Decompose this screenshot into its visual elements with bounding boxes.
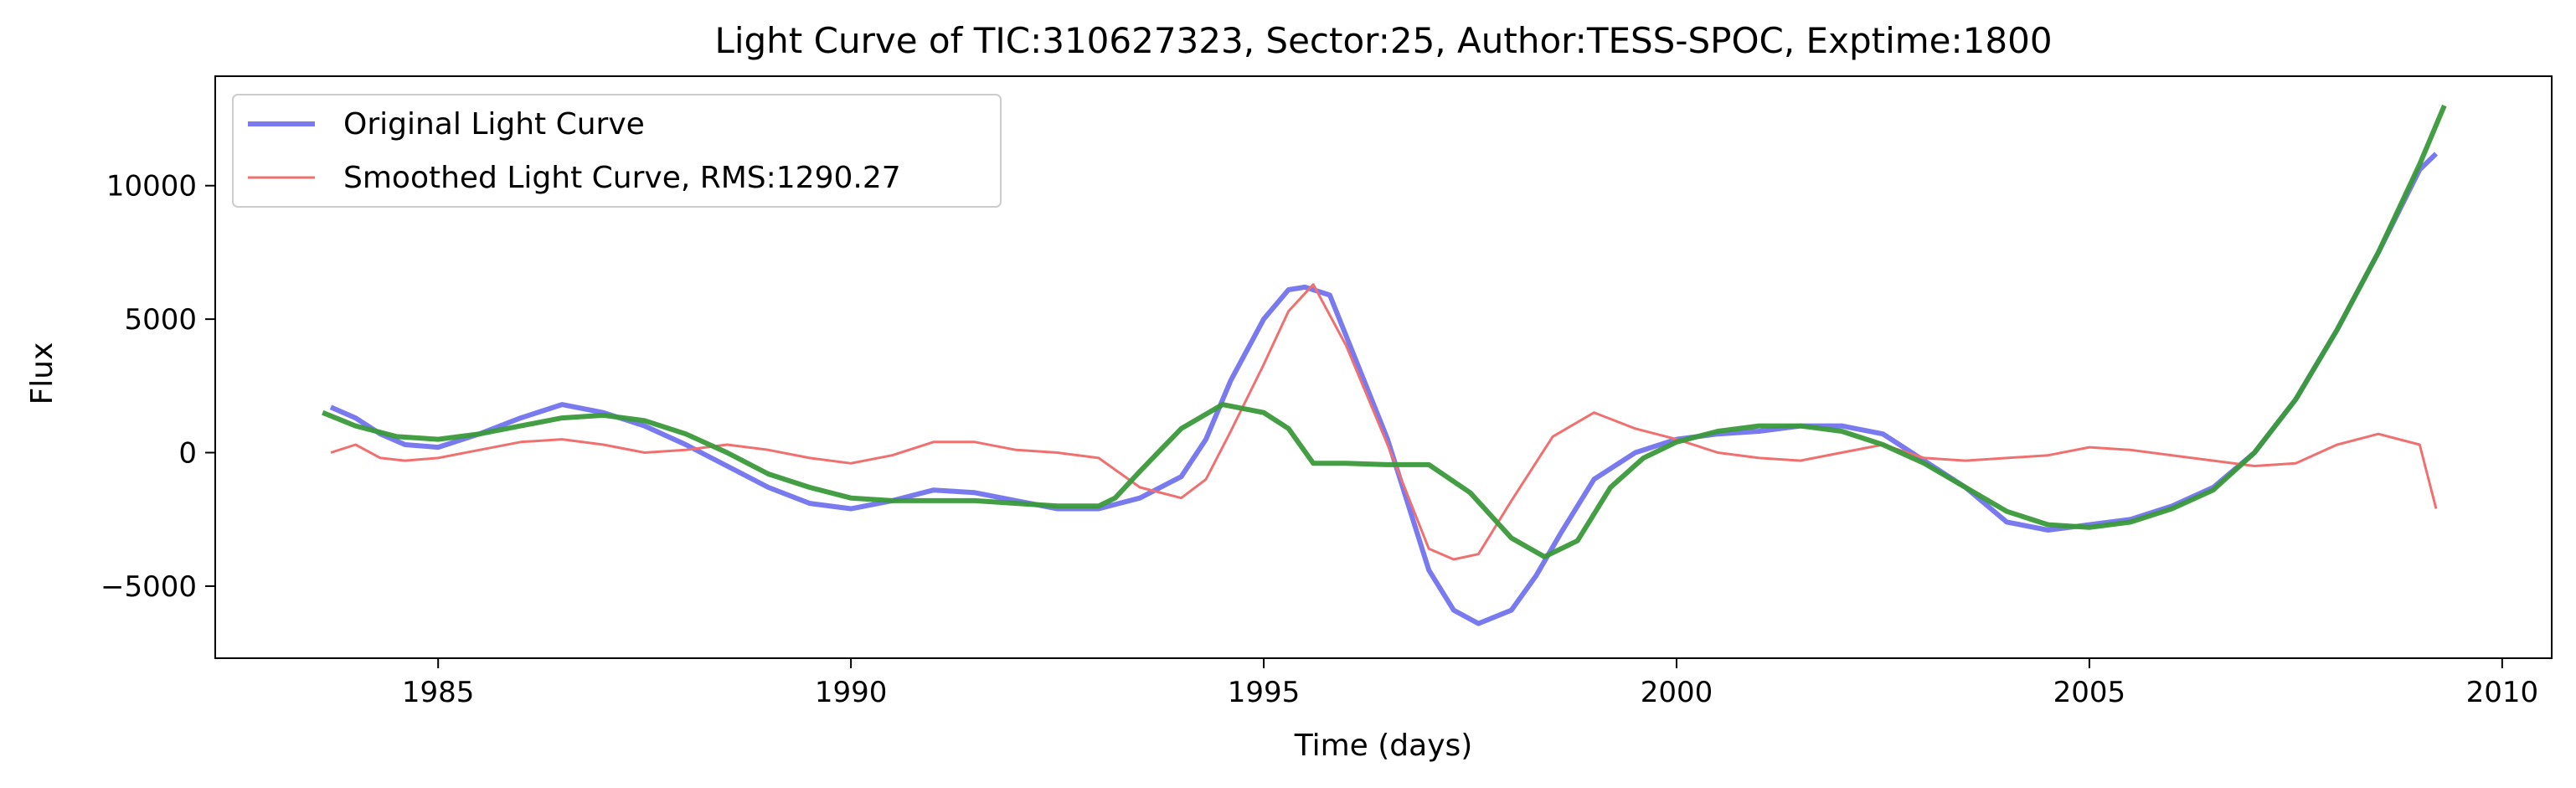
y-axis: −5000 0 5000 10000 [100,170,215,604]
series-line-0 [329,152,2439,626]
x-tick-label: 2010 [2466,676,2539,709]
series-layer [322,104,2447,626]
x-axis: 1985 1990 1995 2000 2005 2010 [402,658,2538,709]
y-tick-label: 0 [178,437,197,471]
y-tick-label: 5000 [124,303,197,337]
legend-label-original: Original Light Curve [343,107,645,142]
x-tick-label: 1985 [402,676,475,709]
legend-box [232,94,1002,208]
y-axis-label: Flux [25,342,59,405]
y-tick-label: −5000 [100,570,197,604]
legend: Original Light Curve Smoothed Light Curv… [232,94,1002,208]
x-tick-label: 2000 [1641,676,1713,709]
y-tick-label: 10000 [106,170,197,203]
series-line-2 [322,104,2447,559]
legend-label-smoothed: Smoothed Light Curve, RMS:1290.27 [343,161,901,195]
chart-title: Light Curve of TIC:310627323, Sector:25,… [714,20,2052,61]
plot-frame [214,75,2553,659]
x-tick-label: 1990 [815,676,888,709]
series-line-1 [330,283,2438,561]
x-axis-label: Time (days) [1294,729,1473,763]
x-tick-label: 2005 [2053,676,2126,709]
x-tick-label: 1995 [1228,676,1301,709]
